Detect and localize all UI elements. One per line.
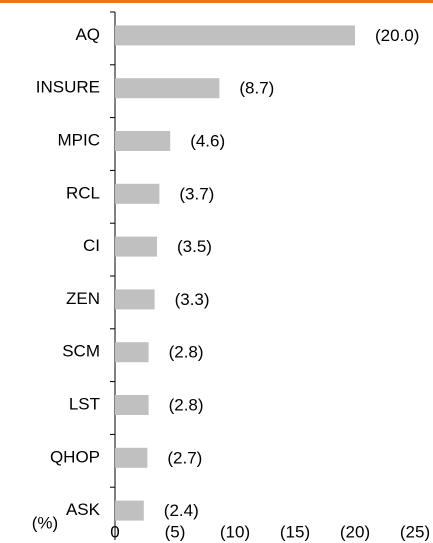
value-label: (2.4)	[164, 501, 199, 520]
bar	[115, 183, 160, 204]
x-tick-label: (5)	[165, 522, 186, 541]
bar	[115, 25, 355, 46]
y-tick-label: ZEN	[66, 289, 100, 308]
value-label: (2.8)	[169, 343, 204, 362]
bar	[115, 131, 171, 151]
bar	[115, 395, 149, 415]
x-axis-label: (%)	[32, 513, 58, 532]
y-tick-label: CI	[83, 236, 100, 255]
value-label: (4.6)	[190, 131, 225, 150]
y-tick-label: LST	[69, 394, 100, 413]
y-tick-label: RCL	[66, 183, 100, 202]
value-label: (3.5)	[177, 237, 212, 256]
value-label: (3.3)	[175, 290, 210, 309]
value-label: (2.7)	[167, 448, 202, 467]
value-label: (3.7)	[179, 184, 214, 203]
x-tick-label: (25)	[400, 522, 430, 541]
x-tick-label: 0	[110, 522, 119, 541]
y-tick-label: QHOP	[50, 447, 100, 466]
bar	[115, 447, 148, 468]
value-label: (20.0)	[375, 26, 419, 45]
x-tick-label: (20)	[340, 522, 370, 541]
y-tick-label: INSURE	[36, 78, 100, 97]
y-tick-label: MPIC	[58, 130, 101, 149]
y-tick-label: ASK	[66, 500, 101, 519]
y-tick-label: SCM	[62, 342, 100, 361]
y-tick-label: AQ	[75, 25, 100, 44]
top-rule	[0, 0, 433, 3]
bar	[115, 342, 149, 363]
bar	[115, 236, 157, 257]
bar	[115, 78, 220, 99]
x-tick-label: (10)	[220, 522, 250, 541]
value-label: (8.7)	[239, 79, 274, 98]
bar	[115, 289, 155, 310]
value-label: (2.8)	[169, 395, 204, 414]
bar	[115, 500, 144, 521]
x-tick-label: (15)	[280, 522, 310, 541]
